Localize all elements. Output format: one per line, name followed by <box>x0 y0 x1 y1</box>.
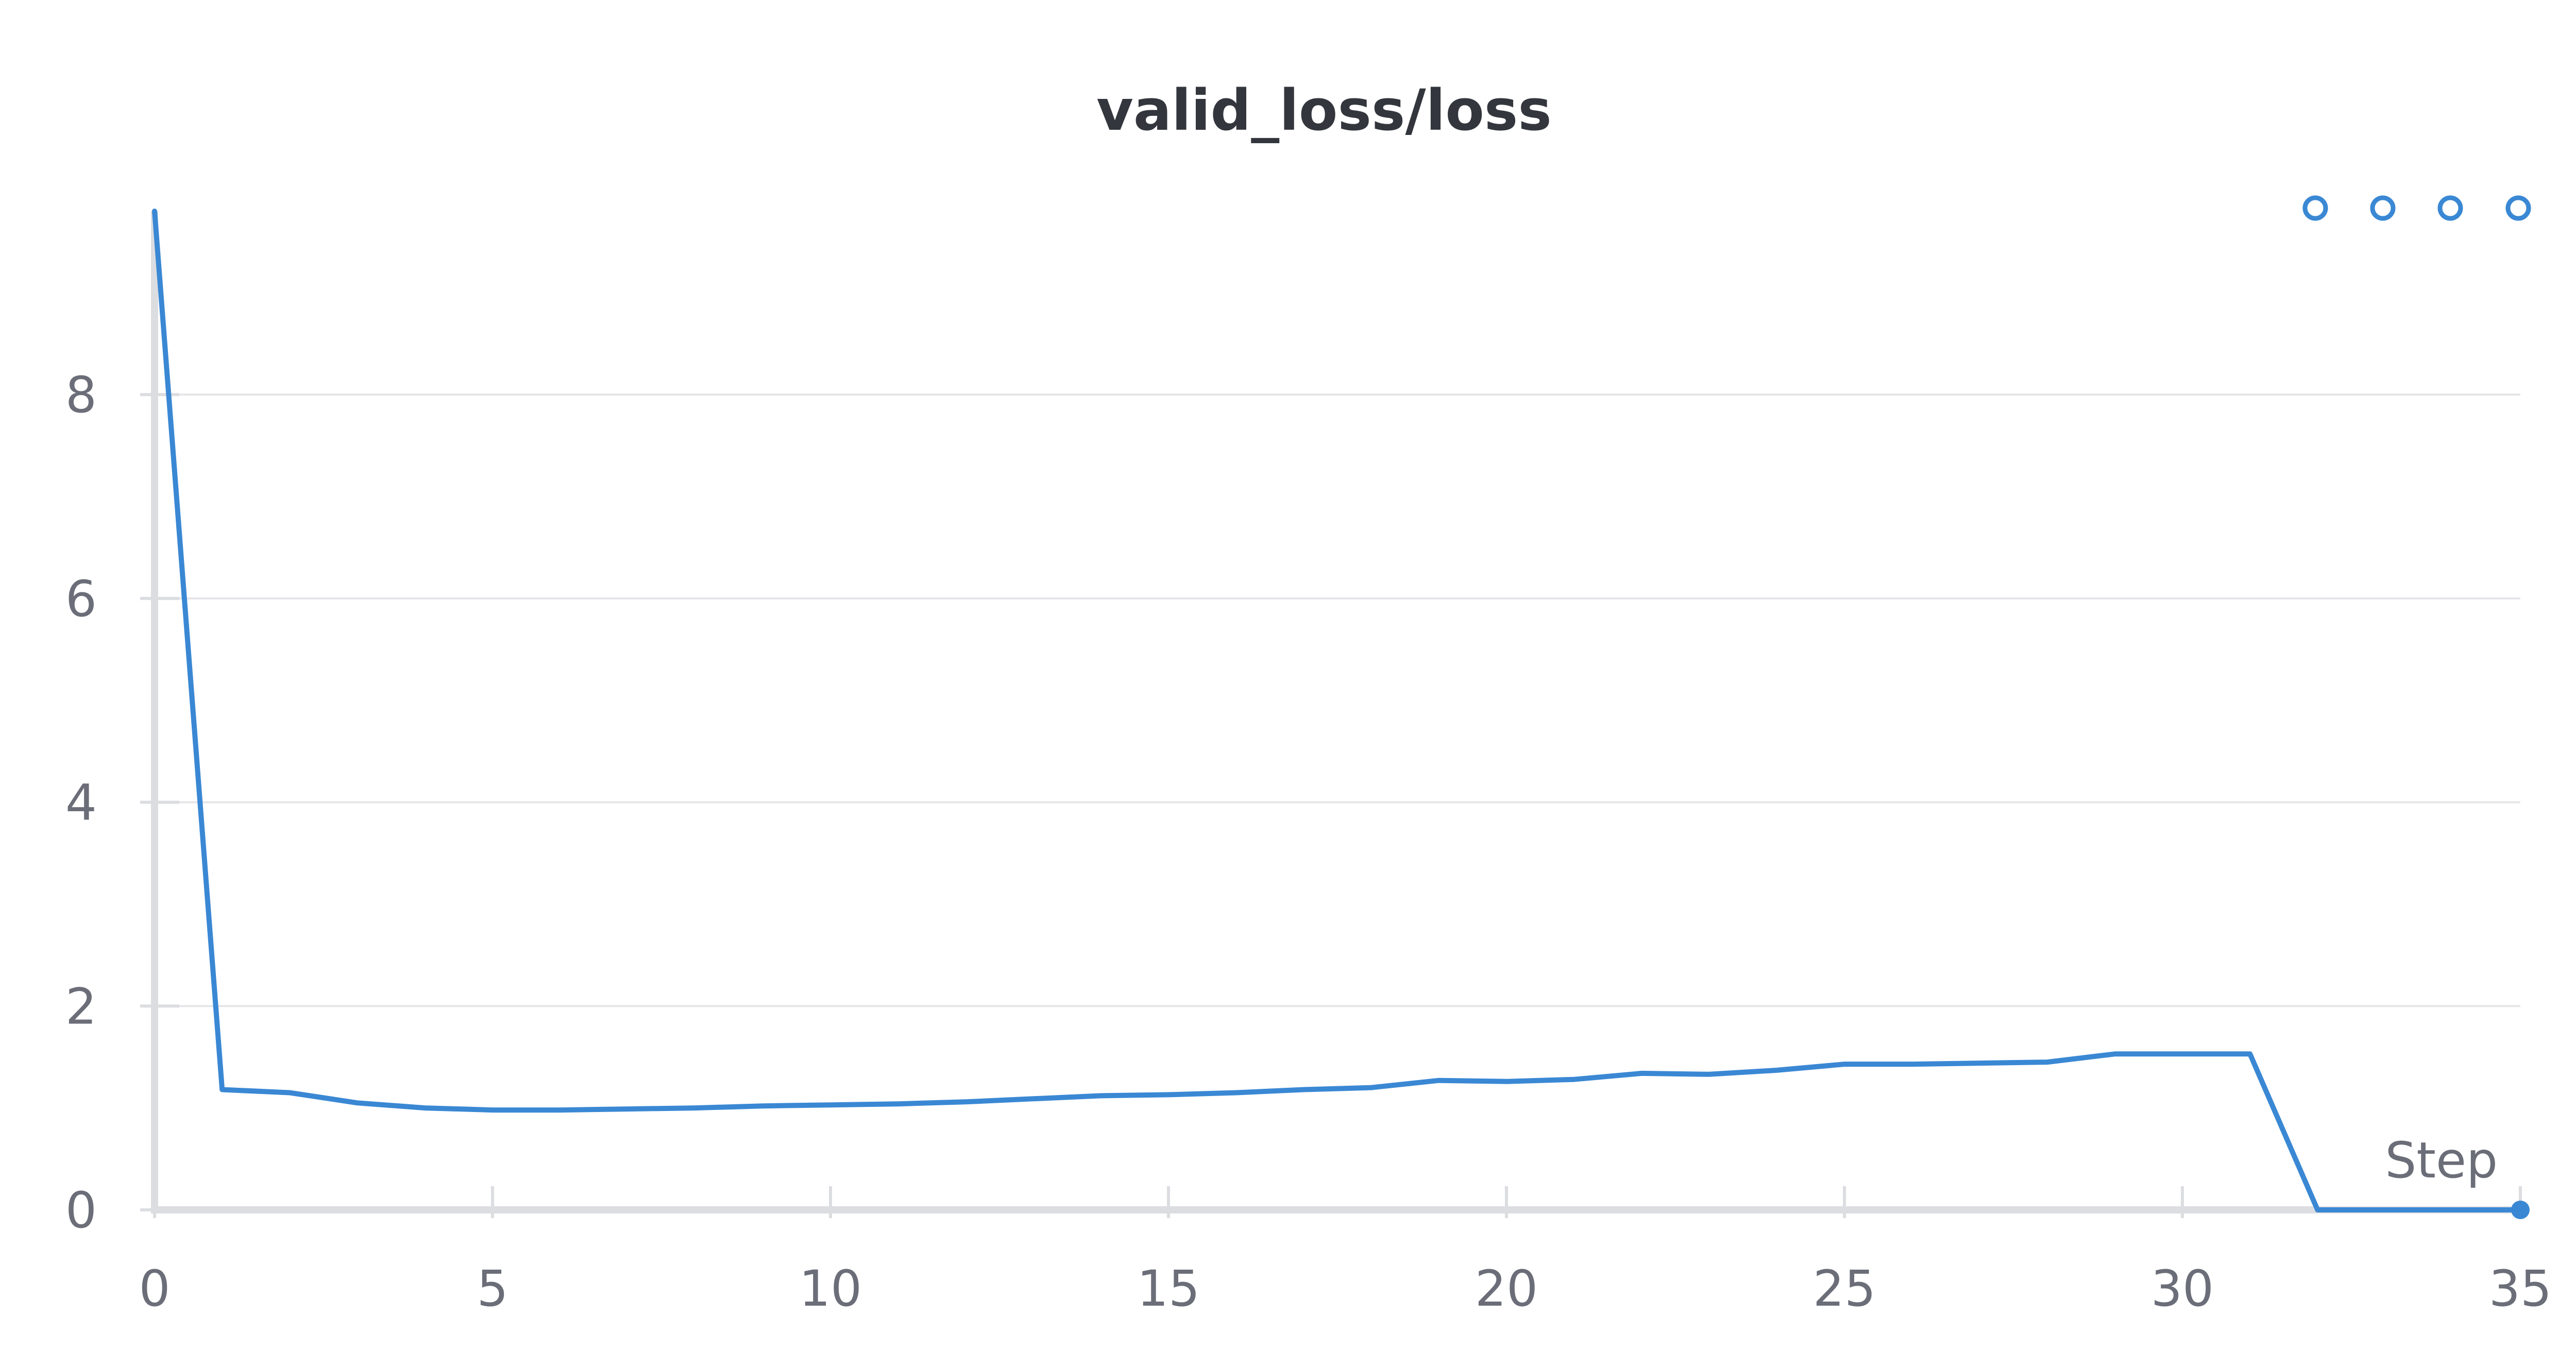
axes <box>140 211 2522 1218</box>
x-tick-label: 0 <box>139 1260 170 1318</box>
x-tick-label: 25 <box>1813 1260 1876 1318</box>
y-tick-label: 2 <box>65 978 97 1035</box>
y-tick-label: 0 <box>65 1182 97 1239</box>
menu-dot-icon[interactable] <box>2437 195 2463 221</box>
x-tick-label: 15 <box>1137 1260 1200 1318</box>
x-tick-label: 35 <box>2489 1260 2552 1318</box>
menu-dot-icon[interactable] <box>2370 195 2396 221</box>
x-tick-label: 10 <box>799 1260 862 1318</box>
series-end-point <box>2511 1201 2530 1219</box>
y-tick-label: 8 <box>65 366 97 424</box>
y-tick-label: 6 <box>65 570 97 628</box>
x-tick-label: 20 <box>1475 1260 1538 1318</box>
series-layer <box>152 209 2530 1219</box>
x-tick-label: 5 <box>477 1260 508 1318</box>
series-line <box>152 209 2523 1212</box>
panel-menu-dots[interactable] <box>2302 195 2531 221</box>
x-tick-label: 30 <box>2151 1260 2214 1318</box>
y-tick-label: 4 <box>65 774 97 832</box>
grid-lines <box>155 394 2520 1007</box>
menu-dot-icon[interactable] <box>2505 195 2531 221</box>
menu-dot-icon[interactable] <box>2302 195 2328 221</box>
tick-labels: 0 2 4 6 8 0 5 10 15 20 25 30 35 <box>65 366 2552 1318</box>
chart-title: valid_loss/loss <box>1096 77 1552 143</box>
x-axis-title: Step <box>2385 1132 2498 1189</box>
